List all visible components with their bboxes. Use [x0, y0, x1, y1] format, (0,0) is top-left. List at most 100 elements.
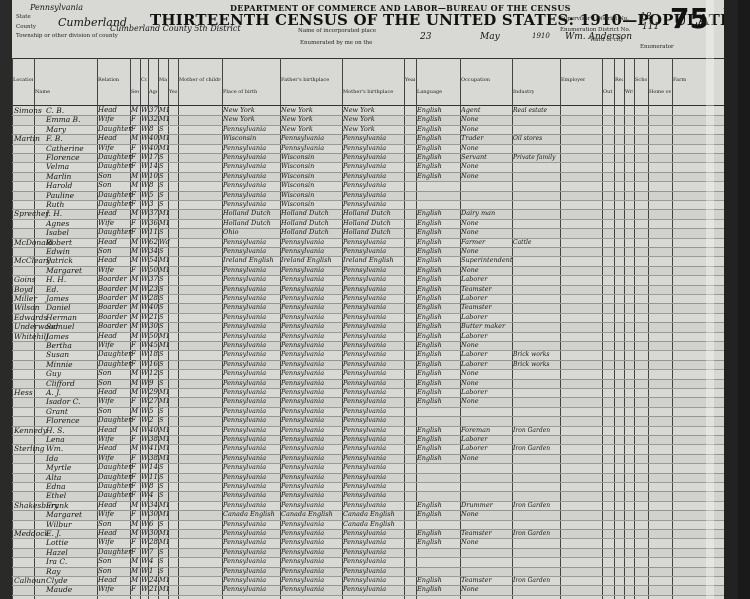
table-row: McDonald Robert Head M W 62 Wd Pennsylvania Penn… — [12, 238, 724, 248]
cell-birth: Pennsylvania — [223, 397, 267, 406]
cell-rel: Wife — [98, 510, 115, 519]
cell-occ: Agent — [461, 106, 481, 114]
cell-occ: Laborer — [461, 388, 488, 396]
cell-sex: M — [131, 312, 139, 321]
cell-given: Lena — [46, 435, 65, 444]
cell-rel: Son — [98, 566, 112, 575]
cell-fb: Pennsylvania — [281, 566, 325, 575]
cell-surname: Calhoun — [14, 576, 46, 585]
cell-mb: Pennsylvania — [343, 388, 387, 396]
cell-sex: M — [131, 331, 139, 340]
cell-ms: S — [159, 350, 164, 359]
table-row: Ira C. Son M W 4 S Pennsylvania Pennsylvania Pen… — [12, 557, 724, 568]
cell-ms: M1 — [159, 397, 170, 406]
cell-age: 8 — [149, 124, 154, 133]
cell-sex: M — [131, 171, 139, 180]
column-rule — [158, 58, 159, 599]
column-rule — [140, 58, 141, 599]
cell-sex: F — [131, 350, 136, 359]
cell-age: 36 — [149, 218, 158, 227]
cell-mb: Pennsylvania — [343, 529, 387, 537]
cell-ms: M1 — [159, 265, 170, 274]
cell-birth: Pennsylvania — [223, 171, 267, 180]
cell-rel: Head — [98, 237, 117, 246]
cell-age: 28 — [149, 538, 158, 547]
cell-ms: S — [159, 491, 164, 500]
county-label: County — [16, 24, 36, 30]
cell-color: W — [141, 472, 149, 481]
cell-fb: Wisconsin — [281, 181, 315, 190]
cell-lang: English — [417, 331, 442, 340]
cell-fb: Pennsylvania — [281, 491, 325, 500]
cell-given: Guy — [46, 369, 62, 379]
cell-color: W — [141, 341, 149, 349]
cell-birth: Pennsylvania — [223, 472, 267, 481]
cell-color: W — [141, 425, 149, 434]
cell-sex: M — [131, 284, 139, 293]
cell-fb: Pennsylvania — [281, 143, 325, 152]
table-row: Miller James Boarder M W 28 S Pennsylvania Penns… — [12, 294, 724, 305]
cell-lang: English — [417, 115, 442, 124]
table-row: Clifford Son M W 9 S Pennsylvania Pennsylvania P… — [12, 379, 724, 389]
cell-fb: Pennsylvania — [281, 500, 325, 509]
cell-mb: Pennsylvania — [343, 576, 387, 584]
cell-mb: Pennsylvania — [343, 557, 387, 566]
cell-birth: Pennsylvania — [223, 162, 267, 171]
column-rule — [648, 58, 649, 599]
cell-color: W — [141, 397, 149, 406]
cell-fb: Holland Dutch — [281, 218, 329, 227]
cell-birth: New York — [223, 115, 255, 124]
column-header: Color — [141, 77, 147, 83]
cell-lang: English — [417, 359, 442, 368]
cell-fb: Pennsylvania — [281, 388, 325, 396]
cell-age: 30 — [149, 529, 158, 537]
cell-fb: Pennsylvania — [281, 557, 325, 566]
cell-ms: S — [159, 162, 164, 171]
cell-given: Frank — [46, 500, 69, 510]
cell-fb: Wisconsin — [281, 162, 315, 171]
cell-age: 4 — [149, 491, 154, 500]
cell-mb: Holland Dutch — [343, 209, 391, 218]
column-header: Sex — [131, 89, 139, 95]
cell-rel: Head — [98, 331, 117, 340]
cell-occ: None — [461, 510, 479, 519]
cell-age: 10 — [149, 171, 158, 180]
table-row: Agnes Wife F W 36 M1 Holland Dutch Holland Dutc… — [12, 218, 724, 230]
cell-color: W — [141, 576, 149, 584]
cell-age: 11 — [149, 228, 158, 237]
cell-surname: Wilson — [14, 303, 40, 313]
table-row: Susan Daughter F W 18 S Pennsylvania Pennsylvan… — [12, 350, 724, 361]
cell-given: H. S. — [46, 425, 65, 435]
cell-mb: Holland Dutch — [343, 228, 391, 237]
column-header: Industry — [513, 89, 535, 95]
cell-rel: Son — [98, 369, 112, 378]
column-rule — [280, 58, 281, 599]
table-row: Isador C. Wife F W 27 M1 Pennsylvania Pennsylva… — [12, 397, 724, 408]
cell-ms: S — [159, 153, 164, 161]
cell-age: 27 — [149, 397, 158, 406]
cell-surname: McCleary — [14, 256, 51, 266]
table-row: Velma Daughter F W 14 S Pennsylvania Wisconsin P… — [12, 162, 724, 173]
cell-given: F. B. — [46, 134, 63, 144]
cell-fb: New York — [281, 124, 313, 133]
cell-rel: Head — [98, 444, 117, 453]
cell-mb: Pennsylvania — [343, 350, 387, 359]
cell-birth: Pennsylvania — [223, 284, 267, 293]
cell-sex: F — [131, 341, 136, 349]
cell-mb: Pennsylvania — [343, 237, 387, 246]
cell-birth: Wisconsin — [223, 134, 257, 143]
cell-occ: Laborer — [461, 275, 488, 284]
department-heading: DEPARTMENT OF COMMERCE AND LABOR—BUREAU … — [230, 3, 571, 13]
column-rule — [34, 58, 35, 599]
cell-birth: Pennsylvania — [223, 538, 267, 547]
cell-color: W — [141, 538, 149, 547]
cell-sex: M — [131, 519, 139, 528]
cell-occ: None — [461, 378, 479, 387]
column-header: Relation — [98, 77, 120, 83]
cell-sex: M — [131, 134, 139, 143]
cell-ms: M1 — [159, 106, 170, 114]
cell-rel: Wife — [98, 585, 115, 594]
cell-age: 11 — [149, 472, 158, 481]
cell-given: Ida — [46, 453, 59, 463]
cell-mb: Pennsylvania — [343, 585, 387, 594]
